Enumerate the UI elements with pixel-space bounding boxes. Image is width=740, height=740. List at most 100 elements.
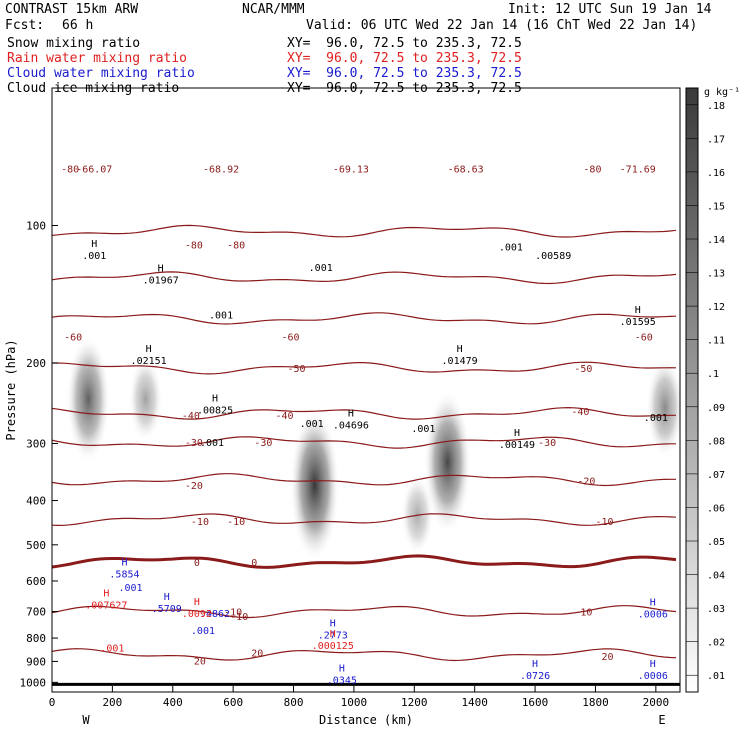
contour-label: -60 [64, 333, 82, 344]
field-name-rain: Rain water mixing ratio [7, 51, 188, 66]
maximum-mark: H [146, 344, 152, 355]
contour-label: -30 [185, 438, 203, 449]
maximum-mark: H [330, 619, 336, 630]
maximum-value: .001 [209, 310, 233, 321]
contour-label: -80 [227, 240, 245, 251]
contour-label: 10 [580, 608, 592, 619]
maximum-value: .2773 [318, 631, 348, 642]
maximum-value: .001 [200, 438, 224, 449]
isotherm-10 [52, 605, 677, 619]
maximum-value: .4862 [200, 609, 230, 620]
maximum-value: .0345 [327, 675, 357, 686]
maximum-value: .02151 [131, 356, 167, 367]
isotherm-minus70 [52, 271, 677, 285]
contour-label: -50 [288, 364, 306, 375]
x-tick-label: 200 [102, 696, 122, 709]
maximum-value: .5854 [109, 569, 139, 580]
contour-label: -10 [227, 517, 245, 528]
colorbar-tick-label: .13 [707, 269, 725, 280]
contour-label: -30 [538, 438, 556, 449]
contour-label: -10 [224, 608, 242, 619]
field-name-cloud-water: Cloud water mixing ratio [7, 66, 195, 81]
isotherm-minus10 [52, 513, 677, 527]
maximum-value: .001 [644, 413, 668, 424]
maximum-value: .007627 [85, 600, 127, 611]
init-time: Init: 12 UTC Sun 19 Jan 14 [508, 2, 712, 17]
maximum-mark: H [194, 597, 200, 608]
field-xy-rain: XY= 96.0, 72.5 to 235.3, 72.5 [287, 51, 522, 66]
contour-label: -60 [635, 333, 653, 344]
y-tick-label: 300 [26, 437, 46, 450]
colorbar-tick-label: .18 [707, 101, 725, 112]
x-tick-label: 800 [284, 696, 304, 709]
maximum-value: .01967 [143, 276, 179, 287]
colorbar-tick-label: .12 [707, 302, 725, 313]
snow-blob-2 [289, 408, 340, 562]
isotherm-0 [52, 554, 677, 569]
maximum-mark: H [158, 264, 164, 275]
maximum-value: .00149 [499, 440, 535, 451]
maximum-value: .001 [309, 263, 333, 274]
snow-blob-5 [646, 356, 680, 459]
contour-label: 20 [602, 652, 614, 663]
contour-label: -68.63 [448, 164, 484, 175]
maximum-value: .5709 [152, 604, 182, 615]
x-tick-label: 1400 [461, 696, 488, 709]
x-tick-label: 600 [223, 696, 243, 709]
contour-label: -71.69 [620, 164, 656, 175]
x-tick-label: 1000 [341, 696, 368, 709]
colorbar-tick-label: .07 [707, 470, 725, 481]
contour-label: -40 [571, 407, 589, 418]
plot-frame [51, 87, 681, 693]
contour-label: 20 [194, 656, 206, 667]
y-tick-label: 700 [26, 606, 46, 619]
maximum-value: .01595 [620, 317, 656, 328]
maximum-value: .00825 [197, 405, 233, 416]
snow-blob-1 [128, 356, 163, 443]
colorbar-tick-label: .15 [707, 201, 725, 212]
maximum-mark: H [457, 344, 463, 355]
model-title: CONTRAST 15km ARW [5, 2, 139, 17]
colorbar-tick-label: .09 [707, 403, 725, 414]
maximum-value: .001 [100, 643, 124, 654]
y-tick-label: 1000 [20, 676, 47, 689]
colorbar-tick-label: .03 [707, 604, 725, 615]
snow-blob-0 [66, 335, 111, 463]
maximum-value: .001 [499, 242, 523, 253]
contour-label: -10 [595, 517, 613, 528]
x-tick-label: 2000 [643, 696, 670, 709]
contour-label: 0 [194, 558, 200, 569]
contour-label: -20 [185, 481, 203, 492]
contour-label: -66.07 [76, 164, 112, 175]
x-end-label-east: E [658, 713, 665, 727]
y-tick-label: 100 [26, 220, 46, 233]
fcst-label: Fcst: [5, 18, 45, 33]
colorbar-tick-label: .02 [707, 638, 725, 649]
contour-label: -10 [230, 612, 248, 623]
fcst-value: 66 h [62, 18, 94, 33]
maximum-value: .000125 [312, 641, 354, 652]
contour-label: -40 [275, 411, 293, 422]
maximum-mark: H [650, 598, 656, 609]
colorbar-tick-label: .08 [707, 436, 725, 447]
x-axis-label: Distance (km) [319, 713, 413, 727]
y-tick-label: 900 [26, 655, 46, 668]
colorbar-tick-label: .11 [707, 336, 725, 347]
colorbar-tick-label: .17 [707, 134, 725, 145]
maximum-mark: H [514, 428, 520, 439]
maximum-mark: H [164, 592, 170, 603]
center-title: NCAR/MMM [242, 2, 305, 17]
contour-label: -68.92 [203, 164, 239, 175]
contour-label: -30 [254, 438, 272, 449]
colorbar-gradient [685, 87, 699, 693]
maximum-value: .0092 [182, 609, 212, 620]
isotherm-minus40 [52, 406, 676, 420]
valid-time: Valid: 06 UTC Wed 22 Jan 14 (16 ChT Wed … [306, 18, 698, 33]
x-tick-label: 1200 [401, 696, 428, 709]
colorbar-tick-label: .1 [707, 369, 719, 380]
y-axis-label: Pressure (hPa) [4, 339, 18, 440]
isotherm-minus30 [52, 436, 676, 449]
maximum-mark: H [212, 393, 218, 404]
maximum-value: .04696 [333, 421, 369, 432]
